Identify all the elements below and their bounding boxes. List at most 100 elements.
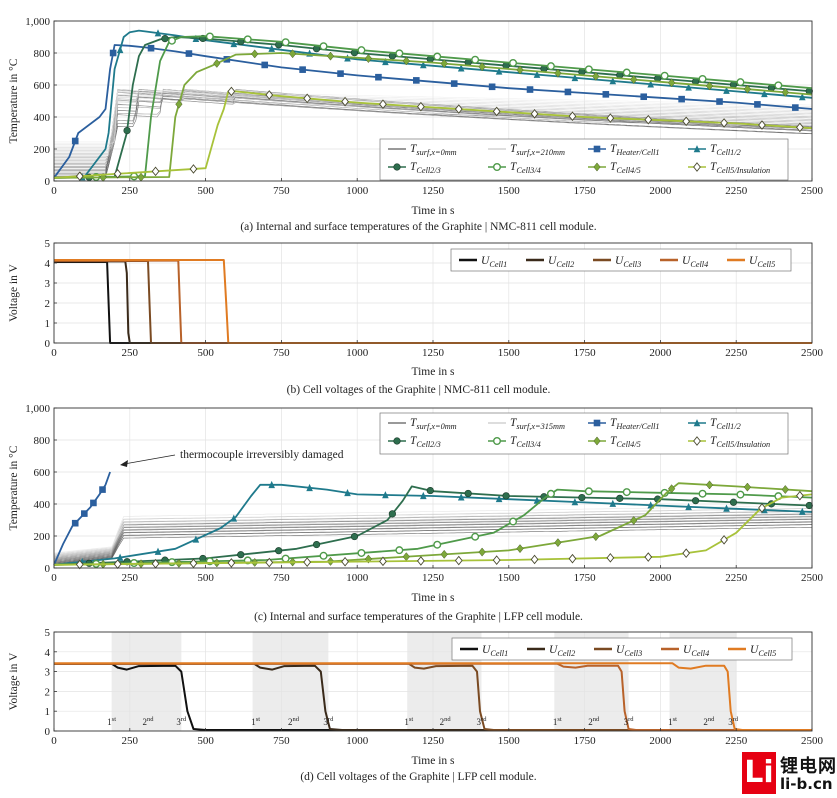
data-point-TCell3/4 <box>395 546 404 555</box>
data-point-TCell2/3 <box>275 547 283 555</box>
data-point-THeater/Cell1 <box>185 50 193 57</box>
data-point-TCell1/2 <box>647 80 654 88</box>
surface-temperature-line <box>53 512 812 554</box>
x-tick-label: 1000 <box>346 185 369 197</box>
surface-temperature-line <box>53 518 813 557</box>
x-tick-label: 750 <box>273 347 290 359</box>
data-point-TCell1/2 <box>685 83 692 91</box>
surface-temperature-line <box>53 524 813 563</box>
data-point-TCell4/5 <box>326 51 335 61</box>
data-point-THeater/Cell1 <box>375 73 382 81</box>
data-point-TCell1/2 <box>533 70 541 78</box>
legend-label: TCell1/2 <box>710 143 741 157</box>
data-point-THeater/Cell1 <box>564 88 572 96</box>
series-line-TCell1/2 <box>53 483 813 566</box>
data-point-TCell1/2 <box>685 502 692 511</box>
data-point-THeater/Cell1 <box>81 510 88 517</box>
y-tick-label: 2 <box>45 298 51 310</box>
x-tick-label: 1250 <box>422 185 445 197</box>
x-tick-label: 1750 <box>574 347 597 359</box>
data-point-TCell2/3 <box>691 497 700 505</box>
y-tick-label: 1 <box>45 706 51 718</box>
data-point-TCell5/Insulation <box>379 556 387 567</box>
series-line-UCell5 <box>54 662 812 731</box>
data-point-TCell4/5 <box>781 87 789 97</box>
legend-label: THeater/Cell1 <box>610 417 660 431</box>
data-point-TCell3/4 <box>433 52 442 61</box>
data-point-TCell5/Insulation <box>227 558 236 568</box>
data-point-TCell3/4 <box>205 32 214 41</box>
legend-marker <box>393 163 401 171</box>
data-point-TCell5/Insulation <box>758 503 766 513</box>
y-tick-label: 4 <box>45 258 51 270</box>
legend-label: TCell3/4 <box>510 435 541 449</box>
data-point-TCell2/3 <box>426 486 434 495</box>
data-point-TCell5/Insulation <box>379 99 387 110</box>
legend-label: UCell5 <box>750 644 776 658</box>
x-tick-label: 1500 <box>498 185 521 197</box>
data-point-TCell1/2 <box>306 483 313 492</box>
y-tick-label: 4 <box>45 647 51 659</box>
y-tick-label: 1,000 <box>25 16 50 28</box>
data-point-TCell1/2 <box>268 480 275 489</box>
data-point-TCell4/5 <box>630 75 638 85</box>
data-point-TCell3/4 <box>281 554 290 563</box>
data-point-THeater/Cell1 <box>299 66 306 73</box>
data-point-TCell4/5 <box>667 484 676 494</box>
data-point-TCell4/5 <box>592 532 600 542</box>
data-point-TCell3/4 <box>357 548 366 557</box>
watermark-url: li-b.cn <box>780 775 833 793</box>
data-point-TCell5/Insulation <box>682 116 691 127</box>
chart-panel-c: 0 250 500 750 1000 1250 1500 1750 2000 2250 2500 0 2… <box>8 403 824 604</box>
x-tick-label: 250 <box>122 347 139 359</box>
legend: UCell1 UCell2 UCell3 UCell4 UCell5 <box>450 248 792 272</box>
legend-marker <box>493 162 502 171</box>
surface-temperature-line <box>53 526 812 566</box>
data-point-TCell3/4 <box>660 71 669 80</box>
x-axis-label: Time in s <box>411 205 455 217</box>
data-point-TCell4/5 <box>440 549 448 559</box>
surface-temperature-line <box>54 90 813 145</box>
series-line-TCell3/4 <box>53 488 813 566</box>
phase-band-2 <box>252 632 329 731</box>
data-point-TCell1/2 <box>457 493 465 501</box>
phase-label: 2nd <box>142 716 154 727</box>
data-point-TCell1/2 <box>571 73 579 82</box>
series-line-TCell4/5 <box>53 482 813 566</box>
data-point-TCell5/Insulation <box>795 490 804 501</box>
data-point-TCell5/Insulation <box>227 86 236 97</box>
data-point-TCell2/3 <box>616 494 624 502</box>
data-point-THeater/Cell1 <box>716 98 723 105</box>
data-point-TCell4/5 <box>781 485 789 495</box>
data-point-TCell1/2 <box>154 547 162 555</box>
data-point-TCell3/4 <box>433 540 442 549</box>
data-point-TCell3/4 <box>167 36 176 45</box>
data-point-TCell5/Insulation <box>606 553 615 563</box>
data-point-TCell1/2 <box>344 488 351 497</box>
data-point-THeater/Cell1 <box>71 137 79 145</box>
data-point-THeater/Cell1 <box>90 499 97 507</box>
phase-label: 1st <box>668 716 677 727</box>
y-tick-label: 5 <box>45 627 51 639</box>
data-point-TCell4/5 <box>516 544 524 554</box>
y-tick-label: 800 <box>34 48 51 60</box>
legend-label: TCell5/Insulation <box>710 161 770 175</box>
legend-label: THeater/Cell1 <box>610 143 660 157</box>
data-point-TCell5/Insulation <box>75 559 84 570</box>
x-tick-label: 250 <box>122 572 139 584</box>
x-tick-label: 1250 <box>422 572 445 584</box>
series-line-TCell3/4 <box>53 35 813 179</box>
legend-label: TCell4/5 <box>610 161 641 175</box>
data-point-TCell3/4 <box>660 488 669 497</box>
data-point-TCell4/5 <box>630 515 638 525</box>
data-point-TCell1/2 <box>457 64 465 72</box>
x-tick-label: 0 <box>51 185 57 197</box>
x-tick-label: 250 <box>122 185 139 197</box>
legend-label: Tsurf,x=0mm <box>410 417 457 431</box>
data-point-THeater/Cell1 <box>147 44 155 52</box>
phase-label: 3rd <box>323 716 334 727</box>
data-point-THeater/Cell1 <box>602 91 610 98</box>
legend-marker <box>693 145 701 153</box>
data-point-TCell1/2 <box>798 507 806 515</box>
